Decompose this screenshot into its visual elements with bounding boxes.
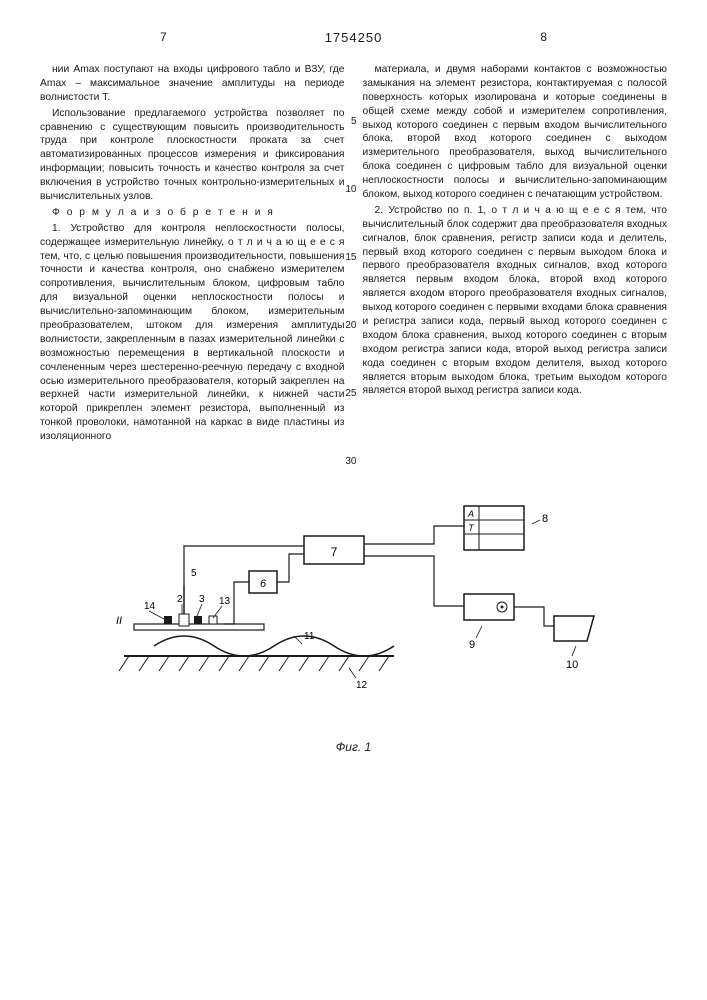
label-5: 5 — [191, 568, 197, 579]
page-number-right: 8 — [540, 30, 547, 44]
formula-title: Ф о р м у л а и з о б р е т е н и я — [40, 206, 345, 220]
schematic-diagram: 6 7 A T II 14 2 3 13 — [94, 476, 614, 736]
label-11: 11 — [304, 631, 315, 642]
left-column: нии Amax поступают на входы цифрового та… — [40, 63, 345, 446]
page-header: 7 1754250 8 — [40, 30, 667, 45]
label-3: 3 — [199, 594, 205, 605]
label-10: 10 — [566, 659, 578, 671]
line-number: 10 — [345, 183, 356, 197]
label-II: II — [116, 615, 122, 627]
label-2: 2 — [177, 594, 183, 605]
paragraph: 2. Устройство по п. 1, о т л и ч а ю щ е… — [363, 204, 668, 398]
label-12: 12 — [356, 680, 368, 691]
figure-1: 6 7 A T II 14 2 3 13 — [40, 476, 667, 754]
display-A: A — [466, 509, 473, 519]
label-8: 8 — [542, 513, 548, 525]
block-6-label: 6 — [259, 578, 266, 590]
document-number: 1754250 — [325, 30, 383, 45]
paragraph: Использование предлагаемого устройства п… — [40, 107, 345, 204]
label-14: 14 — [144, 601, 156, 612]
figure-caption: Фиг. 1 — [40, 740, 667, 754]
right-column: материала, и двумя наборами контактов с … — [363, 63, 668, 446]
line-number: 15 — [345, 251, 356, 265]
line-number: 5 — [351, 115, 357, 129]
page-number-left: 7 — [160, 30, 167, 44]
line-number: 30 — [345, 455, 356, 469]
block-7-label: 7 — [330, 545, 337, 559]
line-number: 25 — [345, 387, 356, 401]
text-columns: нии Amax поступают на входы цифрового та… — [40, 63, 667, 446]
label-13: 13 — [219, 596, 231, 607]
label-9: 9 — [469, 639, 475, 651]
paragraph: 1. Устройство для контроля неплоскостнос… — [40, 222, 345, 444]
paragraph: материала, и двумя наборами контактов с … — [363, 63, 668, 202]
paragraph: нии Amax поступают на входы цифрового та… — [40, 63, 345, 105]
line-number: 20 — [345, 319, 356, 333]
